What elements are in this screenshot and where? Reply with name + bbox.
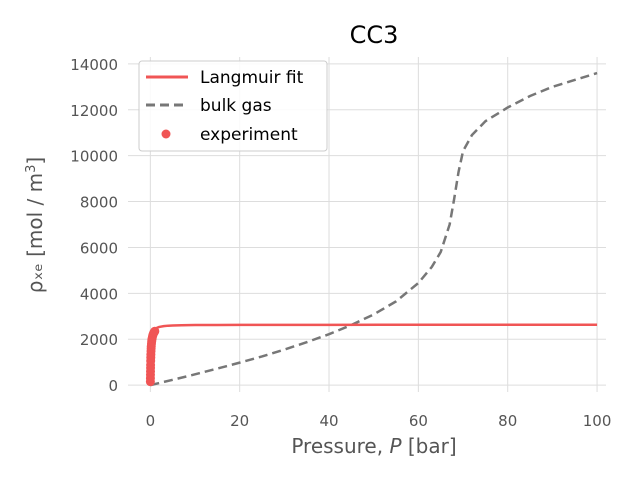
x-tick-label: 20 — [230, 412, 249, 430]
x-tick-label: 40 — [319, 412, 338, 430]
legend-langmuir-label: Langmuir fit — [200, 68, 304, 88]
legend-bulk-label: bulk gas — [200, 96, 272, 116]
y-axis-label: ρₓₑ [mol / m3] — [23, 157, 47, 293]
legend-box — [138, 60, 328, 152]
y-tick-label: 14000 — [70, 56, 118, 74]
chart-title: CC3 — [350, 21, 399, 49]
x-tick-label: 0 — [146, 412, 156, 430]
experiment-point — [150, 326, 160, 336]
legend-experiment-swatch — [161, 129, 171, 139]
x-tick-label: 80 — [498, 412, 517, 430]
x-tick-label: 60 — [409, 412, 428, 430]
x-tick-label: 100 — [583, 412, 612, 430]
y-tick-label: 8000 — [80, 194, 118, 212]
y-tick-label: 4000 — [80, 285, 118, 303]
y-tick-label: 2000 — [80, 331, 118, 349]
y-tick-label: 0 — [108, 377, 118, 395]
x-axis-label: Pressure, P [bar] — [291, 434, 456, 458]
grid — [128, 57, 606, 392]
legend-experiment-label: experiment — [200, 125, 298, 145]
y-tick-label: 6000 — [80, 239, 118, 257]
tick-labels: 0 20 40 60 80 100 0 2000 4000 6000 8000 10000 12000 1… — [70, 56, 611, 430]
bulk-gas-line — [150, 71, 598, 387]
series-layer — [145, 71, 598, 387]
legend: Langmuir fit bulk gas experiment — [138, 60, 328, 152]
y-tick-label: 12000 — [70, 102, 118, 120]
y-tick-label: 10000 — [70, 148, 118, 166]
